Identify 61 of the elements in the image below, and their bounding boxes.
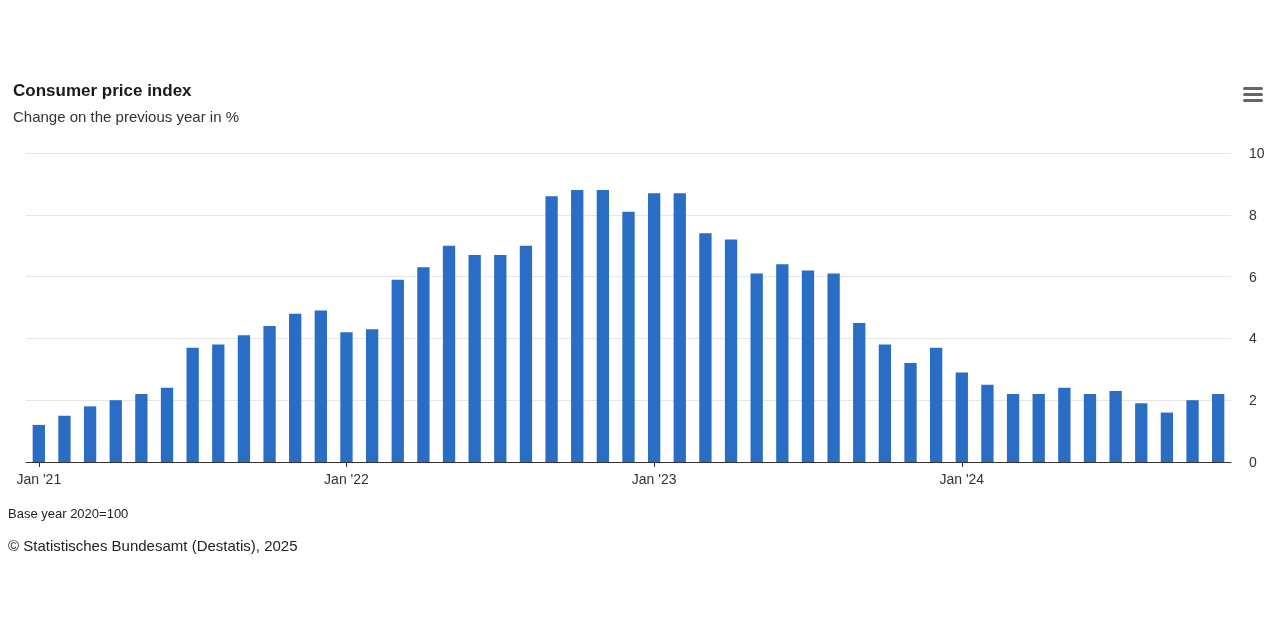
y-tick-label: 6 xyxy=(1249,268,1257,285)
y-tick-label: 10 xyxy=(1249,145,1265,161)
bar xyxy=(83,406,97,462)
bar xyxy=(1135,403,1148,462)
bar xyxy=(1109,390,1122,462)
bar xyxy=(468,254,481,462)
text: © Statistisches Bundesamt (Destatis), 2025 xyxy=(8,537,298,554)
bar xyxy=(135,394,148,462)
bar xyxy=(1212,394,1225,462)
bar xyxy=(545,196,558,462)
bar xyxy=(340,332,353,462)
bar xyxy=(519,245,533,462)
bar xyxy=(1186,400,1199,462)
bar xyxy=(1032,394,1045,462)
bar xyxy=(801,270,815,462)
bar xyxy=(391,279,404,462)
bar xyxy=(314,310,327,462)
bar xyxy=(596,190,610,462)
text: Base year 2020=100 xyxy=(8,506,129,521)
y-tick-label: 2 xyxy=(1249,392,1257,409)
y-tick-label: 4 xyxy=(1249,330,1257,347)
chart-title: Consumer price index xyxy=(13,81,193,100)
y-tick-label: 0 xyxy=(1249,454,1257,470)
bar xyxy=(750,273,763,462)
bar xyxy=(109,400,122,462)
bar xyxy=(1083,394,1097,462)
bar xyxy=(955,372,968,462)
bar xyxy=(289,313,302,462)
bar xyxy=(1058,387,1071,462)
bar xyxy=(212,344,225,462)
bar xyxy=(186,347,199,462)
bar xyxy=(647,193,661,462)
bar xyxy=(853,322,866,462)
x-tick-label: Jan '24 xyxy=(939,471,985,487)
bar xyxy=(263,326,276,462)
bar xyxy=(1006,394,1020,462)
bar xyxy=(724,239,738,462)
bar xyxy=(417,267,430,462)
bar xyxy=(1160,412,1174,462)
bar xyxy=(878,344,892,462)
bar xyxy=(32,424,45,462)
x-tick-label: Jan '22 xyxy=(324,471,370,487)
bar xyxy=(699,233,712,462)
bar xyxy=(673,193,686,462)
bar xyxy=(365,329,379,462)
chart-subtitle: Change on the previous year in % xyxy=(13,108,239,125)
y-tick-label: 8 xyxy=(1249,206,1257,223)
bar xyxy=(442,245,456,462)
bar xyxy=(904,363,917,462)
bar xyxy=(494,254,507,462)
bar xyxy=(776,264,789,462)
x-tick-label: Jan '21 xyxy=(16,471,62,487)
bar xyxy=(160,387,174,462)
x-tick-label: Jan '23 xyxy=(631,471,677,487)
bar xyxy=(571,190,584,462)
bar xyxy=(827,273,840,462)
bar xyxy=(237,335,251,462)
bar xyxy=(622,211,635,462)
bar xyxy=(981,384,994,462)
bar xyxy=(930,347,943,462)
bar xyxy=(58,415,71,462)
